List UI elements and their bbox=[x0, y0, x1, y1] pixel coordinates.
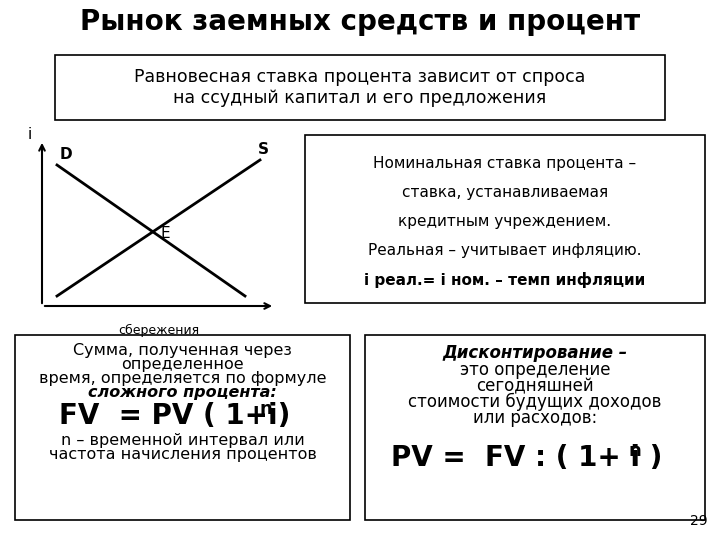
FancyBboxPatch shape bbox=[305, 135, 705, 303]
Text: это определение: это определение bbox=[460, 361, 611, 379]
Text: FV  = PV ( 1+i): FV = PV ( 1+i) bbox=[59, 402, 290, 430]
Text: ставка, устанавливаемая: ставка, устанавливаемая bbox=[402, 185, 608, 200]
Text: i реал.= i ном. – темп инфляции: i реал.= i ном. – темп инфляции bbox=[364, 272, 646, 288]
Text: Равновесная ставка процента зависит от спроса
на ссудный капитал и его предложен: Равновесная ставка процента зависит от с… bbox=[135, 68, 585, 107]
Text: n: n bbox=[629, 442, 642, 460]
Text: Реальная – учитывает инфляцию.: Реальная – учитывает инфляцию. bbox=[368, 244, 642, 258]
FancyBboxPatch shape bbox=[365, 335, 705, 520]
FancyBboxPatch shape bbox=[55, 55, 665, 120]
Text: n: n bbox=[259, 400, 272, 418]
Text: кредитным учреждением.: кредитным учреждением. bbox=[398, 214, 611, 230]
Text: Рынок заемных средств и процент: Рынок заемных средств и процент bbox=[80, 8, 640, 36]
Text: сложного процента:: сложного процента: bbox=[88, 386, 277, 401]
Text: Дисконтирование –: Дисконтирование – bbox=[442, 344, 628, 362]
Text: i: i bbox=[28, 127, 32, 142]
Text: n – временной интервал или: n – временной интервал или bbox=[60, 433, 305, 448]
Text: 29: 29 bbox=[690, 514, 708, 528]
Text: стоимости будущих доходов: стоимости будущих доходов bbox=[408, 393, 662, 411]
Text: частота начисления процентов: частота начисления процентов bbox=[48, 448, 316, 462]
Text: сбережения: сбережения bbox=[118, 324, 199, 337]
Text: E: E bbox=[161, 226, 171, 241]
Text: PV =  FV : ( 1+ i ): PV = FV : ( 1+ i ) bbox=[391, 444, 662, 472]
Text: время, определяется по формуле: время, определяется по формуле bbox=[39, 370, 326, 386]
Text: S: S bbox=[258, 142, 269, 157]
Text: или расходов:: или расходов: bbox=[473, 409, 597, 427]
FancyBboxPatch shape bbox=[15, 335, 350, 520]
Text: Сумма, полученная через: Сумма, полученная через bbox=[73, 342, 292, 357]
Text: D: D bbox=[60, 147, 73, 162]
Text: сегодняшней: сегодняшней bbox=[476, 377, 594, 395]
Text: определенное: определенное bbox=[121, 356, 244, 372]
Text: Номинальная ставка процента –: Номинальная ставка процента – bbox=[374, 157, 636, 172]
